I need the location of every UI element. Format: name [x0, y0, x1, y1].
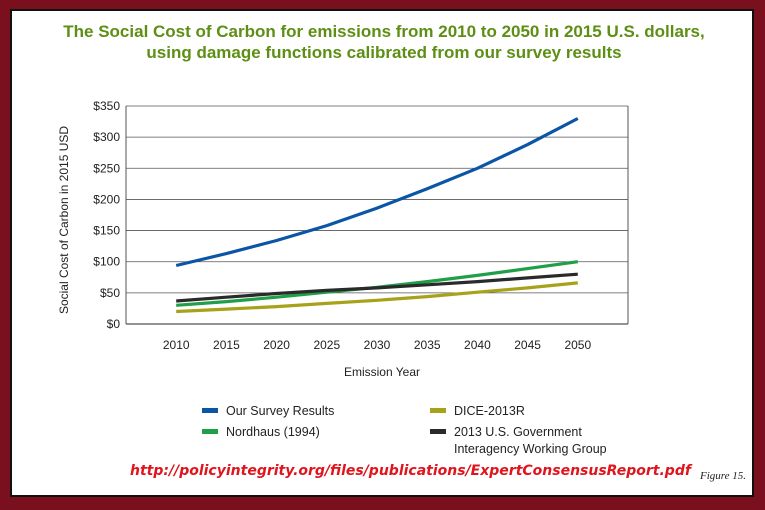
series-line — [176, 281, 578, 314]
y-tick-label: $0 — [107, 317, 121, 331]
legend-swatch — [202, 408, 218, 413]
legend-swatch — [430, 408, 446, 413]
y-tick-label: $100 — [93, 255, 120, 269]
x-tick-label: 2020 — [263, 338, 290, 352]
y-axis-label: Social Cost of Carbon in 2015 USD — [57, 126, 71, 314]
x-tick-label: 2035 — [414, 338, 441, 352]
chart-title: The Social Cost of Carbon for emissions … — [12, 21, 756, 63]
y-tick-label: $150 — [93, 224, 120, 238]
line-chart: $0 $50 $100 $150 $200 $250 $300 $350 2010 2015 202… — [57, 99, 629, 456]
y-tick-label: $200 — [93, 192, 120, 206]
x-tick-label: 2010 — [163, 338, 190, 352]
chart-title-line-1: The Social Cost of Carbon for emissions … — [63, 22, 705, 41]
legend-label: Interagency Working Group — [454, 442, 607, 456]
series-line — [176, 272, 578, 303]
y-tick-label: $350 — [93, 99, 120, 113]
x-axis-label: Emission Year — [344, 365, 420, 379]
legend-label: 2013 U.S. Government — [454, 425, 582, 439]
legend-swatch — [430, 429, 446, 434]
x-tick-label: 2045 — [514, 338, 541, 352]
legend-label: Our Survey Results — [226, 404, 334, 418]
legend-label: DICE-2013R — [454, 404, 525, 418]
y-tick-label: $300 — [93, 130, 120, 144]
figure-label: Figure 15. — [700, 470, 747, 482]
series-line — [175, 117, 579, 268]
legend-label: Nordhaus (1994) — [226, 425, 320, 439]
y-tick-label: $50 — [100, 286, 120, 300]
x-tick-label: 2040 — [464, 338, 491, 352]
source-url[interactable]: http://policyintegrity.org/files/publica… — [130, 463, 691, 479]
chart-title-line-2: using damage functions calibrated from o… — [146, 43, 622, 62]
x-tick-label: 2015 — [213, 338, 240, 352]
x-tick-label: 2025 — [313, 338, 340, 352]
x-tick-label: 2030 — [364, 338, 391, 352]
figure-panel: The Social Cost of Carbon for emissions … — [10, 9, 754, 497]
x-tick-label: 2050 — [564, 338, 591, 352]
legend-swatch — [202, 429, 218, 434]
y-tick-label: $250 — [93, 161, 120, 175]
